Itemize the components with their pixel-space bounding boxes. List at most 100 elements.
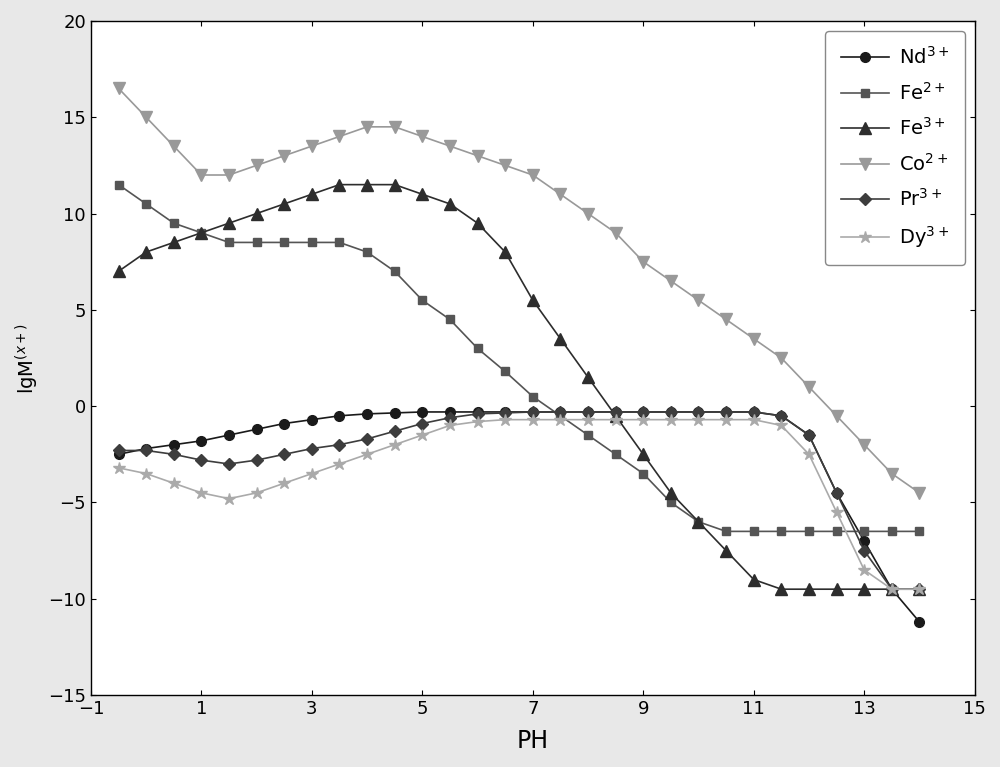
Fe$^{3+}$ [554,334,566,344]
Dy$^{3+}$ [748,415,760,424]
Co$^{2+}$ [720,315,732,324]
Co$^{2+}$ [748,334,760,344]
Fe$^{2+}$ [858,527,870,536]
Fe$^{3+}$ [251,209,263,218]
Fe$^{3+}$ [527,295,539,304]
Fe$^{3+}$ [361,180,373,189]
Co$^{2+}$ [140,113,152,122]
Fe$^{3+}$ [306,189,318,199]
Fe$^{2+}$ [665,498,677,507]
Dy$^{3+}$ [444,421,456,430]
Co$^{2+}$ [858,440,870,449]
Fe$^{2+}$ [306,238,318,247]
Pr$^{3+}$ [637,407,649,416]
Fe$^{3+}$ [444,199,456,209]
Fe$^{2+}$ [720,527,732,536]
Fe$^{3+}$ [886,584,898,594]
Fe$^{3+}$ [168,238,180,247]
Fe$^{3+}$ [499,248,511,257]
Nd$^{3+}$ [472,407,484,416]
Co$^{2+}$ [389,122,401,131]
Nd$^{3+}$ [389,408,401,417]
Fe$^{3+}$ [195,229,207,238]
Pr$^{3+}$ [444,413,456,423]
Pr$^{3+}$ [306,444,318,453]
Nd$^{3+}$ [195,436,207,446]
Pr$^{3+}$ [416,419,428,428]
Pr$^{3+}$ [913,584,925,594]
Co$^{2+}$ [306,141,318,150]
Pr$^{3+}$ [554,407,566,416]
Nd$^{3+}$ [278,419,290,428]
Nd$^{3+}$ [692,407,704,416]
Co$^{2+}$ [113,84,125,93]
Dy$^{3+}$ [140,469,152,478]
Dy$^{3+}$ [692,415,704,424]
Dy$^{3+}$ [554,415,566,424]
Co$^{2+}$ [223,170,235,179]
Fe$^{3+}$ [665,489,677,498]
Nd$^{3+}$ [168,440,180,449]
Fe$^{2+}$ [444,315,456,324]
Pr$^{3+}$ [140,446,152,455]
Fe$^{3+}$ [831,584,843,594]
Dy$^{3+}$ [527,415,539,424]
Dy$^{3+}$ [223,494,235,503]
Pr$^{3+}$ [610,407,622,416]
Fe$^{2+}$ [113,180,125,189]
Dy$^{3+}$ [858,565,870,574]
Nd$^{3+}$ [720,407,732,416]
Nd$^{3+}$ [582,407,594,416]
Fe$^{3+}$ [692,517,704,526]
Fe$^{2+}$ [913,527,925,536]
Co$^{2+}$ [472,151,484,160]
Co$^{2+}$ [692,295,704,304]
Dy$^{3+}$ [333,459,345,469]
Nd$^{3+}$ [554,407,566,416]
Co$^{2+}$ [665,276,677,285]
Pr$^{3+}$ [831,489,843,498]
Pr$^{3+}$ [195,456,207,465]
Co$^{2+}$ [775,354,787,363]
X-axis label: PH: PH [517,729,549,753]
Pr$^{3+}$ [251,456,263,465]
Line: Fe$^{3+}$: Fe$^{3+}$ [113,179,925,594]
Pr$^{3+}$ [472,410,484,419]
Pr$^{3+}$ [168,449,180,459]
Fe$^{3+}$ [223,219,235,228]
Dy$^{3+}$ [886,584,898,594]
Co$^{2+}$ [610,229,622,238]
Co$^{2+}$ [195,170,207,179]
Pr$^{3+}$ [389,426,401,436]
Dy$^{3+}$ [775,421,787,430]
Fe$^{2+}$ [527,392,539,401]
Co$^{2+}$ [831,411,843,420]
Co$^{2+}$ [527,170,539,179]
Fe$^{3+}$ [113,267,125,276]
Co$^{2+}$ [913,489,925,498]
Line: Pr$^{3+}$: Pr$^{3+}$ [114,408,924,594]
Co$^{2+}$ [803,382,815,391]
Dy$^{3+}$ [499,415,511,424]
Nd$^{3+}$ [913,617,925,627]
Dy$^{3+}$ [831,508,843,517]
Pr$^{3+}$ [720,407,732,416]
Nd$^{3+}$ [306,415,318,424]
Dy$^{3+}$ [472,417,484,426]
Co$^{2+}$ [361,122,373,131]
Co$^{2+}$ [168,141,180,150]
Fe$^{3+}$ [858,584,870,594]
Fe$^{3+}$ [278,199,290,209]
Co$^{2+}$ [499,161,511,170]
Nd$^{3+}$ [610,407,622,416]
Fe$^{2+}$ [472,344,484,353]
Dy$^{3+}$ [168,479,180,488]
Nd$^{3+}$ [803,430,815,439]
Fe$^{2+}$ [168,219,180,228]
Co$^{2+}$ [444,141,456,150]
Fe$^{2+}$ [499,367,511,376]
Fe$^{2+}$ [692,517,704,526]
Nd$^{3+}$ [527,407,539,416]
Nd$^{3+}$ [333,411,345,420]
Pr$^{3+}$ [665,407,677,416]
